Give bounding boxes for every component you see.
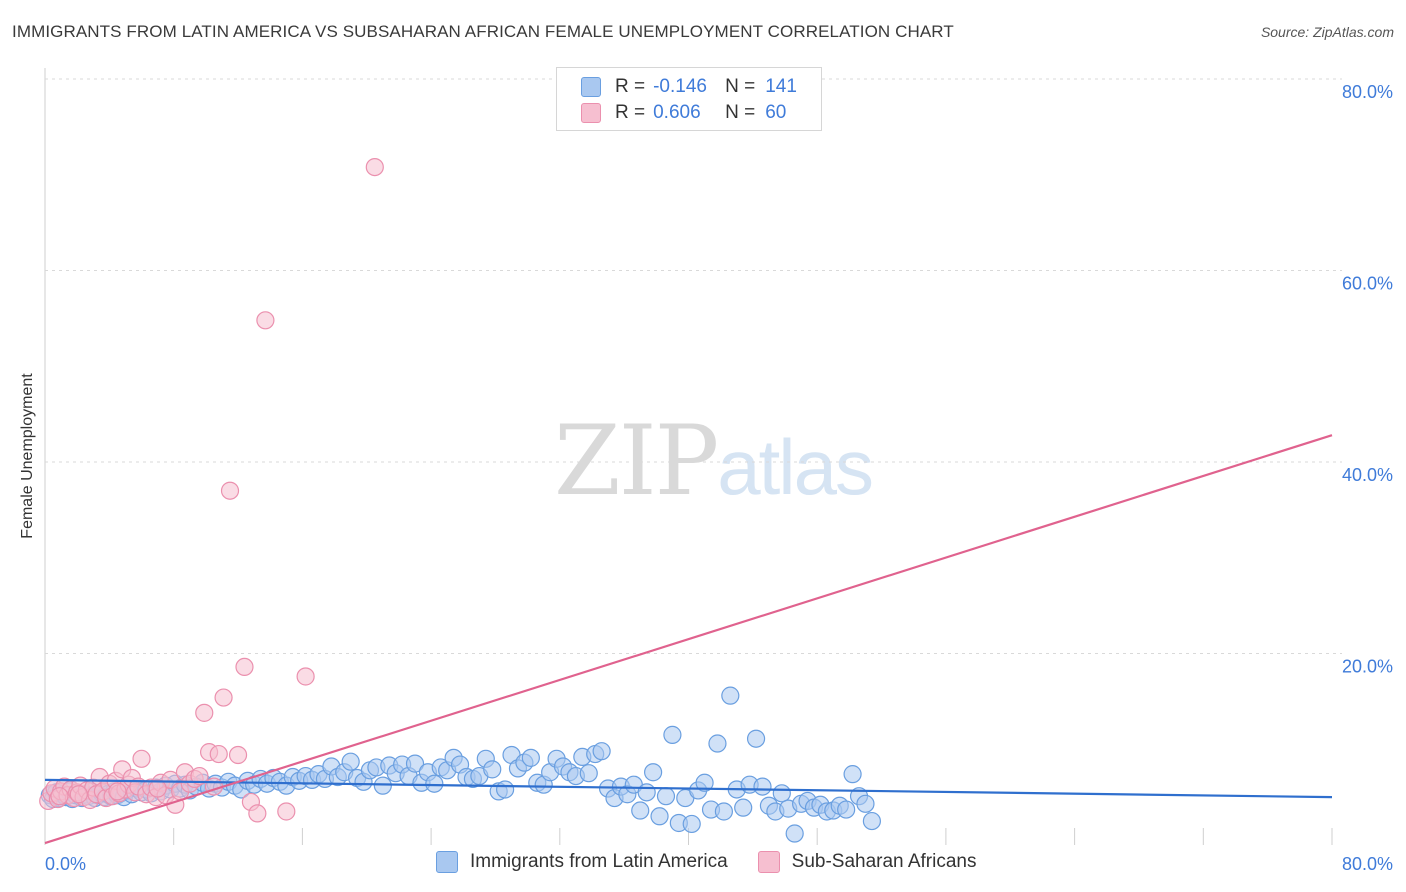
data-point-series2 — [256, 311, 275, 330]
data-point-series1 — [708, 734, 727, 753]
series-legend-swatch-1 — [436, 851, 458, 873]
legend-r-label: R = — [615, 102, 646, 123]
data-point-series1 — [785, 824, 804, 843]
data-point-series2 — [190, 766, 209, 786]
data-point-series2 — [69, 785, 88, 804]
series-legend-swatch-2 — [757, 851, 780, 873]
legend-row-series2: R = 0.606 N = 60 — [581, 101, 786, 125]
source-label: Source: ZipAtlas.com — [1260, 24, 1394, 40]
x-tick-label-max: 80.0% — [1342, 854, 1393, 874]
watermark-zip: ZIP — [554, 405, 719, 517]
data-point-series1 — [521, 748, 540, 767]
data-point-series1 — [734, 798, 753, 817]
data-point-series1 — [772, 784, 791, 803]
data-point-series1 — [856, 794, 875, 813]
legend-row-series1: R = -0.146 N = 141 — [581, 75, 797, 99]
data-point-series1 — [637, 783, 656, 802]
data-point-series1 — [483, 760, 502, 779]
data-point-series1 — [714, 802, 733, 821]
data-point-series1 — [721, 686, 740, 705]
trend-line-series2 — [44, 434, 1333, 845]
data-point-series1 — [579, 764, 598, 783]
data-point-series2 — [296, 667, 315, 686]
data-point-series1 — [682, 814, 701, 834]
y-tick-label: 60.0% — [1342, 274, 1393, 294]
x-tick-label-min: 0.0% — [45, 854, 86, 874]
correlation-legend: R = -0.146 N = 141 R = 0.606 N = 60 — [556, 67, 822, 131]
series-legend-item-1: Immigrants from Latin America — [436, 851, 728, 873]
data-point-series2 — [277, 802, 296, 821]
data-point-series1 — [592, 742, 611, 761]
data-point-series2 — [214, 688, 233, 707]
data-point-series1 — [843, 765, 862, 784]
legend-n-label: N = — [725, 102, 756, 123]
watermark: ZIPatlas — [554, 405, 874, 517]
y-tick-label: 20.0% — [1342, 657, 1393, 677]
data-point-series2 — [220, 481, 240, 500]
data-point-series1 — [862, 811, 881, 831]
data-point-series2 — [195, 703, 214, 722]
legend-n-value-series1: 141 — [765, 76, 797, 97]
data-point-series1 — [341, 752, 360, 771]
data-point-series1 — [746, 729, 766, 748]
data-point-series1 — [695, 773, 714, 792]
legend-n-label: N = — [725, 76, 756, 97]
data-point-series2 — [108, 782, 127, 801]
data-point-series2 — [365, 157, 384, 177]
y-tick-label: 80.0% — [1342, 82, 1393, 102]
data-point-series1 — [650, 807, 669, 826]
data-point-series2 — [132, 749, 151, 768]
data-point-series1 — [656, 787, 676, 806]
legend-n-value-series2: 60 — [765, 102, 787, 123]
data-point-series2 — [148, 779, 167, 798]
series-legend-label-1: Immigrants from Latin America — [470, 851, 728, 872]
chart-title: IMMIGRANTS FROM LATIN AMERICA VS SUBSAHA… — [12, 22, 954, 41]
legend-r-value-series2: 0.606 — [653, 102, 701, 123]
legend-r-label: R = — [615, 76, 646, 97]
series-legend-item-2: Sub-Saharan Africans — [757, 851, 977, 873]
data-point-series1 — [644, 763, 663, 782]
y-tick-label: 40.0% — [1342, 465, 1393, 485]
legend-swatch-series1 — [581, 77, 601, 97]
data-point-series1 — [373, 776, 392, 795]
data-point-series1 — [496, 780, 515, 799]
data-point-series1 — [663, 725, 682, 744]
data-point-series1 — [425, 774, 444, 793]
data-point-series1 — [837, 800, 856, 819]
series-legend-label-2: Sub-Saharan Africans — [791, 851, 977, 872]
watermark-atlas: atlas — [717, 423, 874, 511]
legend-r-value-series1: -0.146 — [653, 76, 707, 97]
data-point-series1 — [753, 777, 772, 796]
data-point-series1 — [405, 754, 425, 773]
data-point-series2 — [209, 744, 228, 764]
series-legend: Immigrants from Latin America Sub-Sahara… — [436, 851, 1006, 873]
legend-swatch-series2 — [581, 103, 601, 123]
trend-line-series1 — [44, 778, 1333, 799]
data-point-series2 — [248, 804, 267, 823]
data-point-series2 — [50, 787, 69, 806]
data-point-series1 — [631, 801, 650, 820]
data-point-series2 — [235, 657, 254, 677]
data-point-series2 — [228, 745, 248, 765]
